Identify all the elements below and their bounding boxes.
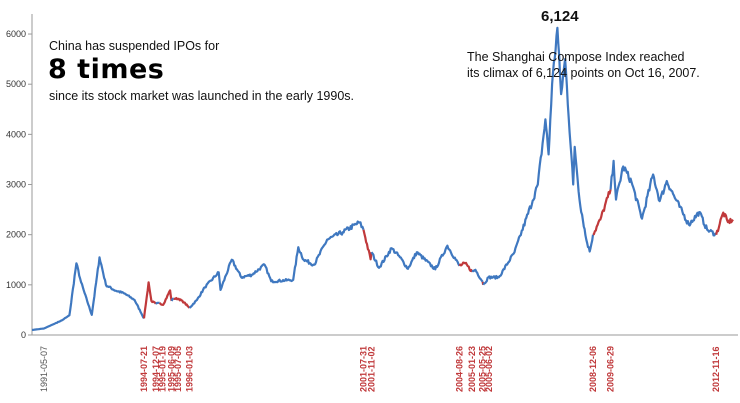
index-segment-line — [31, 256, 145, 332]
y-tick-label: 5000 — [6, 79, 26, 89]
index-segment-line — [609, 159, 718, 237]
x-date-label: 2001-11-02 — [367, 346, 377, 392]
index-segment-line — [370, 244, 461, 271]
chart-series — [31, 26, 734, 332]
x-date-label: 2012-11-16 — [711, 346, 721, 392]
x-date-label: 2005-01-23 — [467, 346, 477, 392]
chart-axes: 0 1000 2000 3000 4000 5000 6000 — [6, 14, 738, 340]
x-date-label: 1994-12-07 — [151, 346, 161, 392]
x-date-labels: 1991-05-07 1994-07-21 1994-12-071995-01-19… — [39, 346, 721, 392]
index-segment-line — [170, 297, 175, 302]
suspended-segment-line — [715, 211, 734, 235]
suspended-segment-line — [458, 261, 474, 273]
x-date-label: 2008-12-06 — [588, 346, 598, 392]
peak-note-line2: its climax of 6,124 points on Oct 16, 20… — [467, 66, 700, 80]
x-date-label: 1996-01-03 — [184, 346, 194, 392]
suspended-segment-line — [592, 189, 612, 236]
y-tick-label: 3000 — [6, 180, 26, 190]
ipo-note-line1: China has suspended IPOs for — [49, 39, 220, 53]
x-date-label: 2005-05-25 — [478, 346, 488, 392]
index-segment-line — [482, 26, 595, 286]
x-date-label: 2005-06-02 — [484, 346, 494, 392]
x-date-label: 1994-07-21 — [139, 346, 149, 392]
y-tick-label: 1000 — [6, 280, 26, 290]
suspended-segment-line — [173, 296, 191, 309]
suspended-segment-line — [142, 281, 157, 319]
suspended-segment-line — [158, 289, 173, 306]
y-tick-label: 2000 — [6, 230, 26, 240]
peak-note-line1: The Shanghai Compose Index reached — [467, 50, 685, 64]
ipo-note-line3: since its stock market was launched in t… — [49, 89, 355, 103]
index-segment-line — [188, 220, 365, 309]
index-segment-line — [155, 301, 160, 305]
x-date-label: 2004-08-26 — [454, 346, 464, 392]
y-tick-label: 4000 — [6, 129, 26, 139]
x-date-label: 2009-06-29 — [606, 346, 616, 392]
y-tick-label: 0 — [21, 330, 26, 340]
x-date-label: 1995-01-19 — [157, 346, 167, 392]
ipo-note-count: 8 times — [48, 54, 165, 85]
x-date-label: 1995-07-05 — [173, 346, 183, 392]
suspended-segment-line — [362, 229, 373, 261]
x-date-label: 2001-07-31 — [359, 346, 369, 392]
x-date-label: 1991-05-07 — [39, 346, 49, 392]
index-segment-line — [471, 268, 484, 283]
x-date-label: 1995-06-09 — [167, 346, 177, 392]
peak-value-label: 6,124 — [541, 8, 579, 25]
y-tick-label: 6000 — [6, 29, 26, 39]
